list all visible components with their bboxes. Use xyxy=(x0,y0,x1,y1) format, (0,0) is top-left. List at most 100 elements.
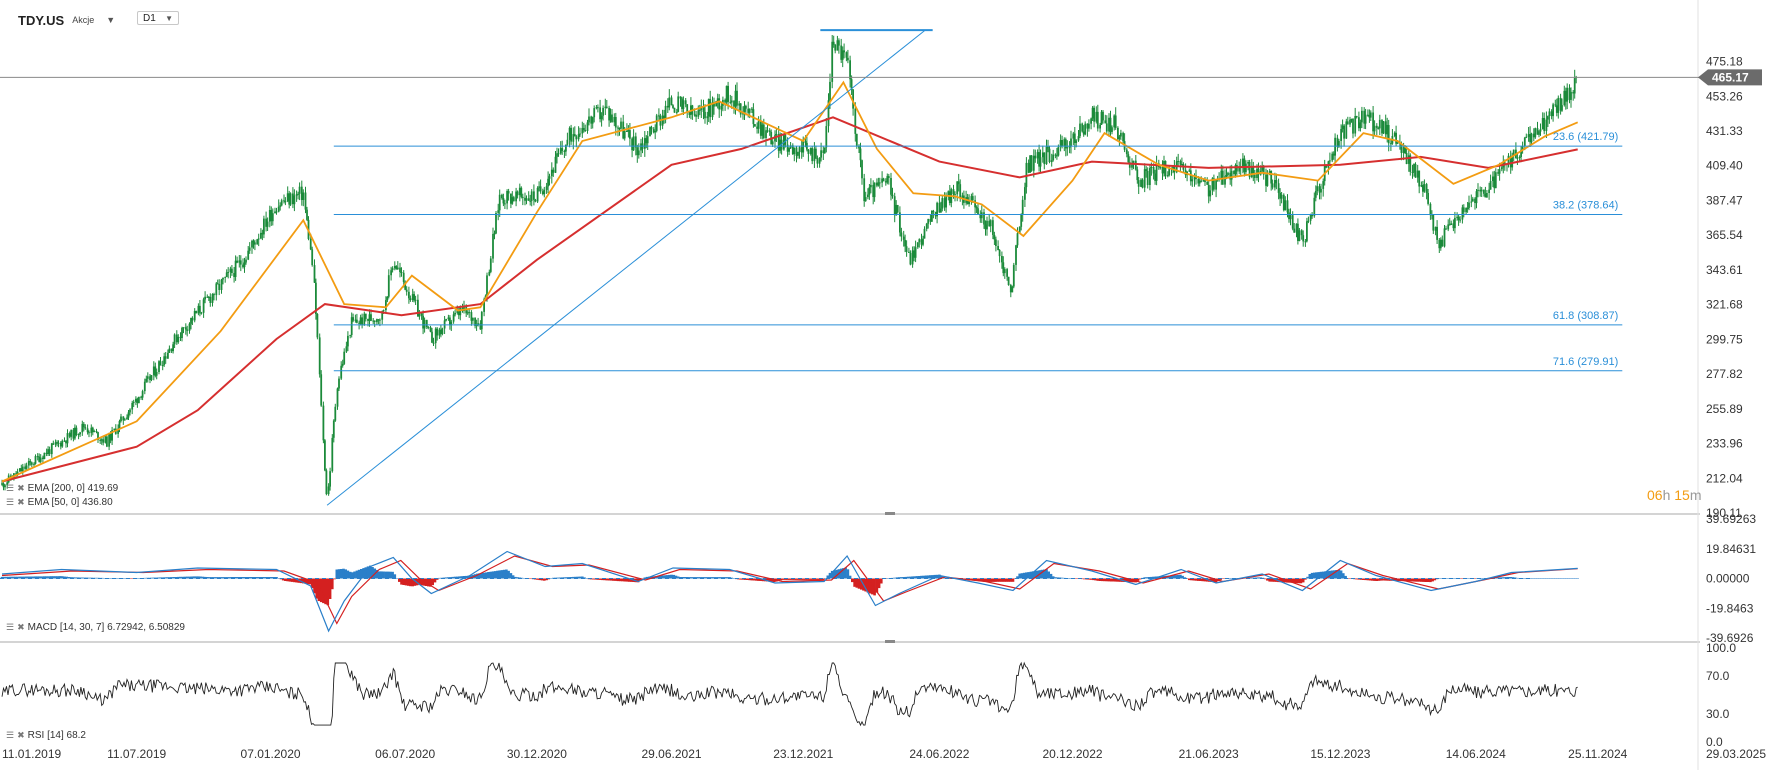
candle-body xyxy=(1534,128,1537,138)
macd-histogram-bar xyxy=(819,578,823,580)
candle-body xyxy=(1465,208,1467,213)
macd-histogram-bar xyxy=(346,570,350,579)
candle-body xyxy=(1300,230,1303,236)
candle-body xyxy=(331,437,334,472)
candle-body xyxy=(268,210,271,222)
macd-line xyxy=(1,550,1578,633)
candle-body xyxy=(581,128,584,134)
macd-histogram-bar xyxy=(913,576,917,579)
macd-histogram-bar xyxy=(538,578,542,581)
candle-body xyxy=(838,40,840,46)
candle-body xyxy=(254,242,256,245)
macd-histogram-bar xyxy=(897,577,901,579)
candle-body xyxy=(693,114,696,116)
candle-body xyxy=(336,388,339,407)
macd-histogram-bar xyxy=(480,573,484,579)
candle-body xyxy=(971,196,974,201)
macd-histogram-bar xyxy=(433,578,437,583)
settings-icon[interactable]: ☰ xyxy=(6,483,15,493)
candle-body xyxy=(1297,223,1299,241)
candle-body xyxy=(354,319,357,321)
symbol-dropdown-icon[interactable]: ▼ xyxy=(106,15,116,25)
candle-body xyxy=(475,325,478,326)
macd-histogram-bar xyxy=(188,576,191,579)
candle-body xyxy=(929,219,932,222)
candle-body xyxy=(1414,164,1417,178)
settings-icon[interactable]: ☰ xyxy=(6,497,15,507)
macd-histogram-bar xyxy=(875,578,879,593)
candle-body xyxy=(209,296,212,303)
candle-body xyxy=(113,428,116,431)
macd-histogram-bar xyxy=(1270,578,1274,582)
candle-body xyxy=(1016,233,1019,246)
candle-body xyxy=(1225,175,1228,177)
macd-histogram-bar xyxy=(143,577,147,579)
macd-histogram-bar xyxy=(348,571,352,579)
candle-body xyxy=(429,327,432,332)
candle-body xyxy=(1048,148,1051,162)
candle-body xyxy=(100,439,103,441)
macd-histogram-bar xyxy=(949,578,952,579)
macd-histogram-bar xyxy=(389,571,392,579)
macd-histogram-bar xyxy=(351,572,354,579)
macd-histogram-bar xyxy=(293,578,296,583)
candle-body xyxy=(274,211,276,214)
candle-body xyxy=(709,99,712,118)
candle-body xyxy=(1011,286,1014,293)
macd-histogram-bar xyxy=(1049,573,1053,579)
macd-histogram-bar xyxy=(938,574,941,579)
candle-body xyxy=(829,81,831,101)
macd-histogram-bar xyxy=(404,578,408,586)
macd-histogram-bar xyxy=(572,576,575,579)
settings-icon[interactable]: ☰ xyxy=(6,730,15,740)
candle-body xyxy=(136,398,139,403)
candle-body xyxy=(91,427,94,432)
macd-axis-tick-label: -19.8463 xyxy=(1706,601,1754,615)
macd-histogram-bar xyxy=(1031,571,1035,579)
candle-body xyxy=(227,272,230,273)
candle-body xyxy=(400,272,403,273)
candle-body xyxy=(1434,226,1437,231)
candle-body xyxy=(111,430,113,441)
candle-body xyxy=(204,296,206,300)
symbol-name[interactable]: TDY.US xyxy=(18,12,65,28)
macd-histogram-bar xyxy=(308,578,312,585)
candle-body xyxy=(234,260,237,277)
rsi-axis-tick-label: 70.0 xyxy=(1706,669,1730,683)
candle-body xyxy=(141,391,144,398)
candle-body xyxy=(529,200,532,202)
close-icon[interactable]: ✖ xyxy=(17,730,25,740)
candle-body xyxy=(173,334,176,345)
candle-body xyxy=(909,252,912,265)
candle-body xyxy=(146,376,149,379)
macd-histogram-bar xyxy=(360,569,363,579)
settings-icon[interactable]: ☰ xyxy=(6,622,15,632)
macd-histogram-bar xyxy=(199,576,202,579)
macd-histogram-bar xyxy=(1304,578,1307,580)
timeframe-select[interactable]: D1 ▼ xyxy=(137,11,179,25)
last-price-tag-label: 465.17 xyxy=(1712,70,1749,84)
candle-body xyxy=(548,176,551,179)
macd-histogram-bar xyxy=(353,571,356,579)
x-axis-tick-label: 23.12.2021 xyxy=(773,747,833,761)
macd-histogram-bar xyxy=(810,578,814,580)
candle-body xyxy=(1084,123,1087,135)
macd-histogram-bar xyxy=(1016,576,1019,579)
macd-histogram-bar xyxy=(1127,578,1131,583)
chevron-down-icon[interactable]: ▼ xyxy=(165,13,173,23)
x-axis-tick-label: 06.07.2020 xyxy=(375,747,435,761)
close-icon[interactable]: ✖ xyxy=(17,622,25,632)
candle-body xyxy=(1034,155,1037,159)
candle-body xyxy=(530,191,533,201)
macd-histogram-bar xyxy=(723,577,727,579)
candle-body xyxy=(1479,189,1482,192)
close-icon[interactable]: ✖ xyxy=(17,483,25,493)
candle-body xyxy=(886,176,889,183)
macd-histogram-bar xyxy=(1087,578,1091,580)
close-icon[interactable]: ✖ xyxy=(17,497,25,507)
candle-body xyxy=(393,266,396,269)
candle-body xyxy=(408,291,410,299)
macd-histogram-bar xyxy=(772,578,776,582)
macd-histogram-bar xyxy=(268,577,272,579)
